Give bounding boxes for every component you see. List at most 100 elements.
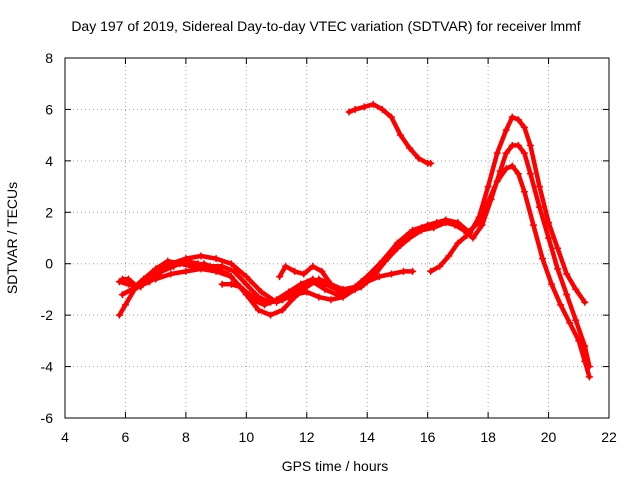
data-point: [554, 265, 562, 273]
data-point: [563, 270, 571, 278]
data-point: [315, 293, 323, 301]
data-point: [134, 283, 142, 291]
y-tick-label: 2: [45, 204, 53, 220]
data-point: [557, 301, 565, 309]
data-point: [375, 273, 383, 281]
data-point: [140, 275, 148, 283]
data-point: [548, 280, 556, 288]
data-point: [118, 291, 126, 299]
data-point: [381, 257, 389, 265]
data-point: [321, 280, 329, 288]
data-point: [554, 244, 562, 252]
data-point: [212, 255, 220, 263]
data-point: [218, 262, 226, 270]
y-tick-label: 6: [45, 101, 53, 117]
y-tick-label: -4: [41, 359, 54, 375]
data-point: [339, 293, 347, 301]
data-point: [197, 252, 205, 260]
data-point: [369, 100, 377, 108]
data-point: [451, 221, 459, 229]
data-point: [360, 103, 368, 111]
grid: [65, 58, 609, 418]
data-point: [245, 291, 253, 299]
data-point: [230, 267, 238, 275]
data-point: [409, 267, 417, 275]
data-point: [508, 162, 516, 170]
data-point: [146, 278, 154, 286]
data-point: [242, 280, 250, 288]
data-point: [406, 144, 414, 152]
x-tick-label: 22: [601, 429, 617, 445]
data-point: [236, 283, 244, 291]
data-point: [526, 170, 534, 178]
data-point: [363, 278, 371, 286]
data-point: [427, 159, 435, 167]
data-point: [345, 108, 353, 116]
data-point: [309, 275, 317, 283]
data-point: [430, 224, 438, 232]
data-point: [502, 165, 510, 173]
data-point: [508, 141, 516, 149]
series-line: [346, 102, 433, 166]
data-point: [469, 234, 477, 242]
data-point: [254, 306, 262, 314]
data-point: [257, 288, 265, 296]
x-tick-label: 8: [182, 429, 190, 445]
series-line: [277, 264, 343, 292]
data-point: [581, 342, 589, 350]
data-point: [279, 296, 287, 304]
data-point: [502, 149, 510, 157]
data-point: [297, 280, 305, 288]
x-axis-label: GPS time / hours: [282, 458, 389, 474]
series-satellite-track-8: [427, 231, 471, 275]
data-point: [121, 301, 129, 309]
data-point: [227, 260, 235, 268]
y-tick-label: 4: [45, 153, 53, 169]
data-point: [351, 105, 359, 113]
data-point: [535, 203, 543, 211]
x-tick-label: 4: [61, 429, 69, 445]
data-point: [167, 270, 175, 278]
data-point: [514, 116, 522, 124]
data-point: [566, 319, 574, 327]
y-axis-label: SDTVAR / TECUs: [4, 182, 20, 294]
x-tick-label: 10: [239, 429, 255, 445]
data-point: [387, 113, 395, 121]
y-tick-label: 8: [45, 50, 53, 66]
data-point: [526, 141, 534, 149]
data-point: [291, 267, 299, 275]
data-point: [427, 267, 435, 275]
data-point: [282, 262, 290, 270]
data-point: [585, 373, 593, 381]
data-point: [535, 183, 543, 191]
data-point: [442, 219, 450, 227]
data-point: [158, 267, 166, 275]
data-point: [415, 154, 423, 162]
data-point: [170, 262, 178, 270]
data-point: [463, 231, 471, 239]
x-tick-label: 18: [480, 429, 496, 445]
data-point: [227, 280, 235, 288]
data-point: [396, 131, 404, 139]
data-point: [475, 213, 483, 221]
data-point: [399, 267, 407, 275]
data-point: [300, 270, 308, 278]
data-point: [514, 141, 522, 149]
data-point: [502, 126, 510, 134]
data-point: [336, 285, 344, 293]
data-point: [218, 280, 226, 288]
data-point: [206, 262, 214, 270]
data-point: [242, 273, 250, 281]
axis-ticks: 4 6 8 10 12 14 16 18 20 22 -6 -4 -2 0 2 4 6 8: [41, 50, 617, 445]
data-point: [545, 234, 553, 242]
series-line: [117, 163, 592, 380]
data-point: [303, 288, 311, 296]
data-point: [496, 167, 504, 175]
series-satellite-track-1: [115, 162, 593, 381]
data-point: [478, 221, 486, 229]
data-point: [254, 296, 262, 304]
data-point: [445, 252, 453, 260]
y-tick-label: -2: [41, 307, 54, 323]
data-point: [529, 221, 537, 229]
series-satellite-track-5: [218, 280, 271, 306]
